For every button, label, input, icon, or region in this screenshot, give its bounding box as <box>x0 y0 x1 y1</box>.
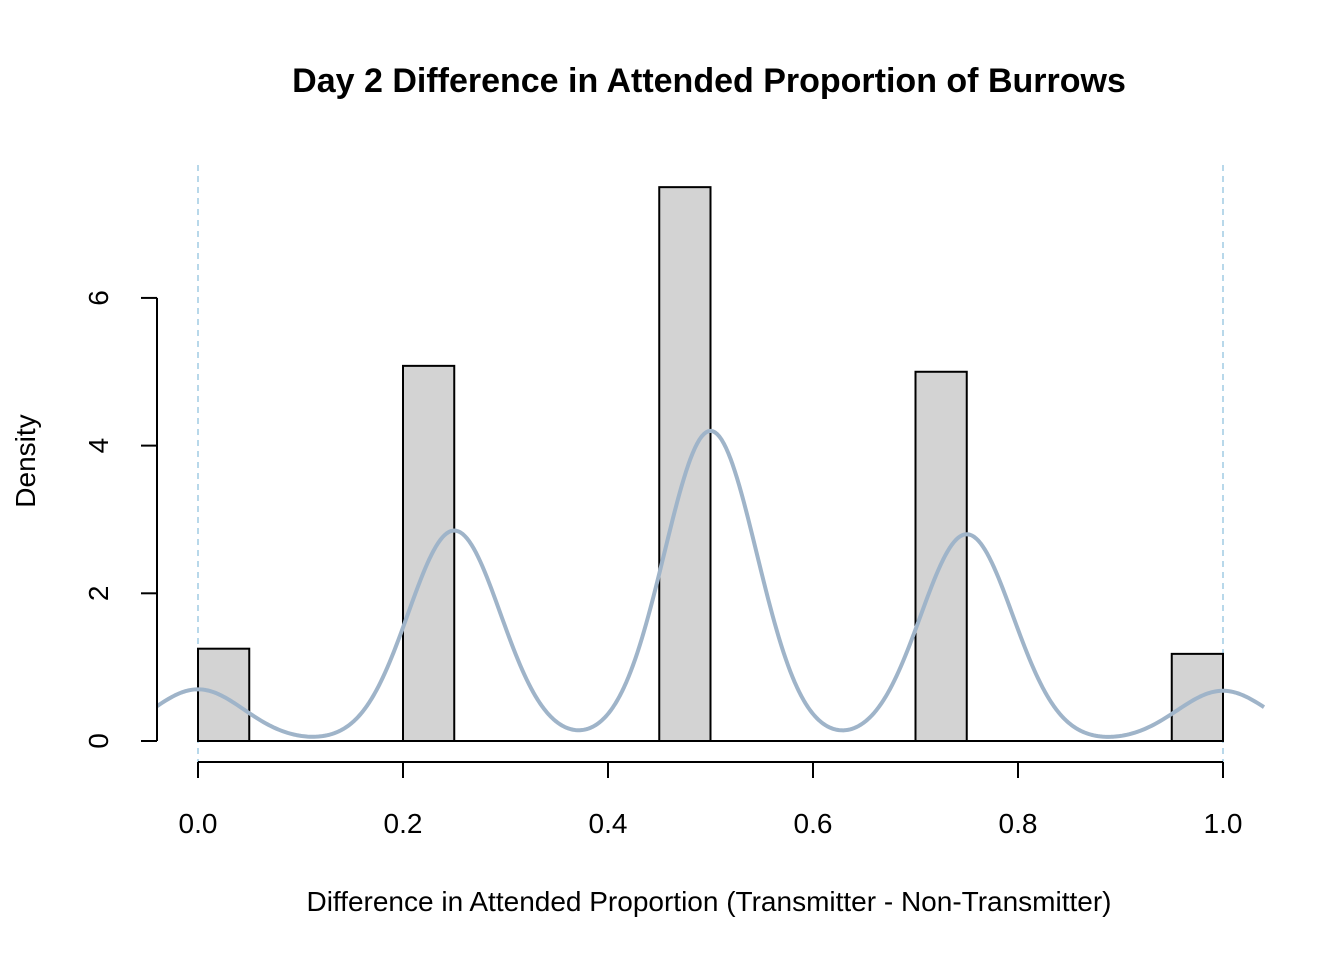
histogram-bars <box>197 186 1224 743</box>
x-tick-label-5: 1.0 <box>1204 808 1243 839</box>
density-curve-line <box>155 428 1266 739</box>
histogram-bar-1 <box>402 364 456 742</box>
y-axis-label: Density <box>10 414 41 507</box>
reference-lines <box>197 165 1224 770</box>
density-curve <box>155 428 1266 739</box>
histogram-bar-2 <box>658 186 712 742</box>
x-tick-label-0: 0.0 <box>179 808 218 839</box>
y-tick-label-2: 4 <box>83 438 114 454</box>
y-tick-label-0: 0 <box>83 733 114 749</box>
chart-title: Day 2 Difference in Attended Proportion … <box>292 62 1126 100</box>
x-axis: 0.0 0.2 0.4 0.6 0.8 1.0 <box>179 761 1243 839</box>
x-tick-label-1: 0.2 <box>384 808 423 839</box>
y-tick-label-3: 6 <box>83 290 114 306</box>
x-tick-label-3: 0.6 <box>794 808 833 839</box>
y-tick-label-1: 2 <box>83 586 114 602</box>
histogram-bar-3 <box>914 370 968 742</box>
x-tick-label-4: 0.8 <box>999 808 1038 839</box>
x-axis-label: Difference in Attended Proportion (Trans… <box>306 886 1111 917</box>
x-tick-label-2: 0.4 <box>589 808 628 839</box>
y-axis: 0 2 4 6 <box>83 290 158 749</box>
